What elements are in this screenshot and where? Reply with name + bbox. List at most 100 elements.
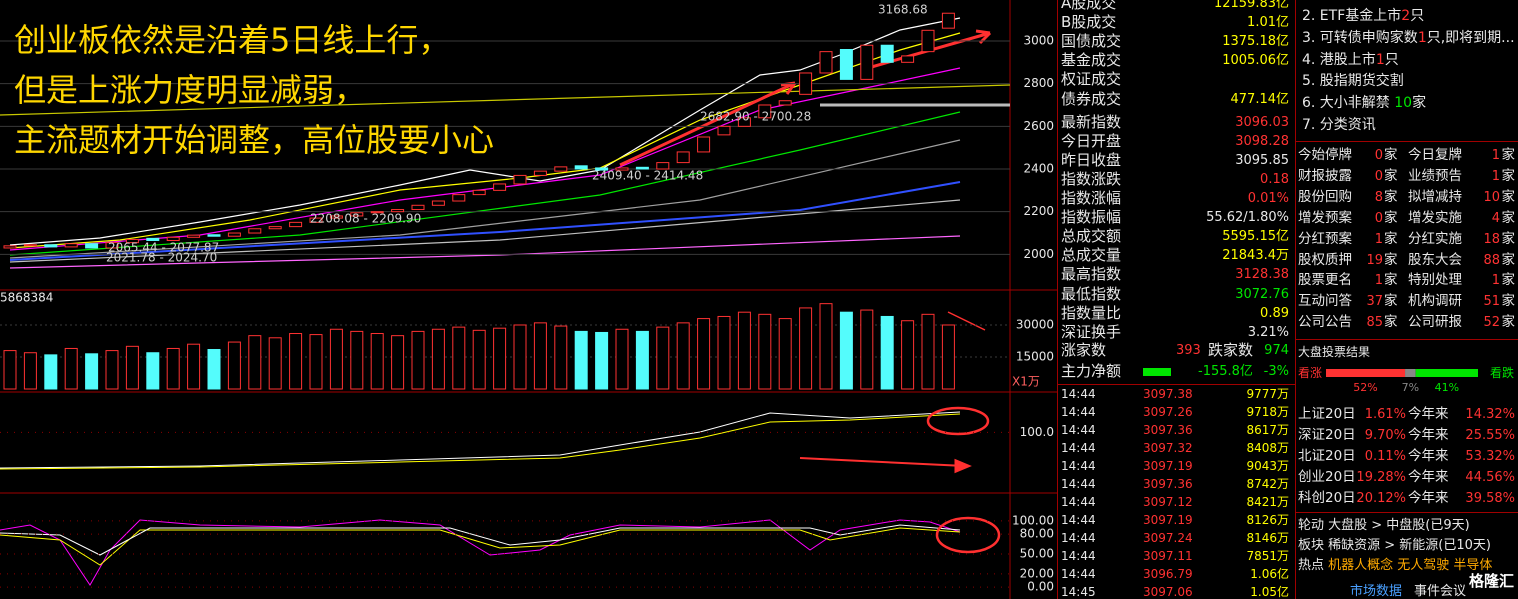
tick-price: 3097.12 [1143, 495, 1193, 509]
volume-bar [187, 343, 201, 390]
indicator-tick-label: 80.00 [1020, 527, 1054, 541]
flow-value: -155.8亿 [1198, 364, 1253, 379]
stat-label: 债券成交 [1061, 89, 1122, 108]
text-segment: 1 [1375, 51, 1385, 68]
perf-20d: 20.12% [1356, 490, 1406, 506]
stat-value: 3096.03 [1235, 114, 1289, 130]
event-count: 1 [1374, 273, 1383, 289]
info-panel: 2. ETF基金上市2只 3. 可转债申购家数1只,即将到期... 4. 港股上市1… [1296, 0, 1518, 599]
event-unit: 家 [1501, 314, 1516, 331]
event-count: 4 [1491, 210, 1500, 226]
tick-price: 3097.26 [1143, 405, 1193, 419]
volume-bar [23, 352, 37, 390]
event-label: 互动问答 [1298, 293, 1352, 310]
event-count: 18 [1483, 231, 1500, 247]
volume-bar [44, 354, 58, 390]
tick-volume: 1.06亿 [1250, 567, 1289, 581]
candle-body [880, 44, 894, 63]
text-segment: 只 [1410, 8, 1425, 24]
candle-body [187, 234, 201, 238]
tick-time: 14:44 [1061, 549, 1096, 563]
candle-body [737, 117, 751, 127]
volume-bar [595, 331, 609, 390]
event-unit: 家 [1384, 230, 1398, 247]
event-count: 52 [1483, 315, 1500, 331]
tick-time: 14:44 [1061, 567, 1096, 581]
perf-ytd: 39.58% [1465, 490, 1515, 506]
candle-body [3, 245, 17, 249]
tick-volume: 8742万 [1246, 477, 1289, 491]
volume-bar [533, 322, 547, 390]
event-label: 特别处理 [1408, 272, 1462, 289]
price-tick-label: 2800 [1023, 76, 1054, 90]
perf-label: 创业20日 [1298, 468, 1356, 485]
news-item: 3. 可转债申购家数1只,即将到期... [1302, 29, 1515, 48]
event-unit: 家 [1501, 188, 1516, 205]
volume-unit: X1万 [1012, 375, 1040, 389]
tick-volume: 8146万 [1246, 531, 1289, 545]
event-unit: 家 [1501, 147, 1516, 163]
stat-value: 21843.4万 [1222, 248, 1289, 264]
tick-time: 14:44 [1061, 531, 1096, 545]
candle-body [921, 29, 935, 53]
event-label: 股票更名 [1298, 272, 1352, 289]
event-label: 分红预案 [1298, 230, 1352, 247]
text-segment: 5. 股指期货交割 [1302, 73, 1404, 90]
volume-bar [105, 350, 119, 390]
indicator-tick-label: 100.0 [1020, 425, 1054, 439]
annotation-line: 但是上涨力度明显减弱， [14, 71, 367, 109]
stat-label: 昨日收盘 [1061, 150, 1122, 169]
volume-bar [921, 313, 935, 390]
news-item: 7. 分类资讯 [1302, 116, 1376, 135]
breadth-label: 涨家数 [1061, 341, 1107, 359]
volume-bar [493, 327, 507, 390]
vote-title: 大盘投票结果 [1298, 345, 1371, 359]
volume-bar [431, 328, 445, 390]
event-label: 拟增减持 [1408, 188, 1462, 205]
volume-bar [901, 320, 915, 390]
volume-bar [207, 349, 221, 390]
candle-body [370, 211, 384, 214]
vote-segment [1415, 369, 1478, 377]
event-label: 公司研报 [1408, 314, 1462, 331]
news-item: 2. ETF基金上市2只 [1302, 7, 1424, 26]
stat-value: 3098.28 [1235, 133, 1289, 149]
volume-bar [391, 335, 405, 390]
perf-ytd-label: 今年来 [1408, 406, 1449, 422]
candle-body [105, 242, 119, 249]
stat-label: B股成交 [1061, 13, 1117, 32]
candle-body [64, 243, 78, 248]
candle-body [697, 136, 711, 153]
stat-value: 3.21% [1247, 324, 1289, 340]
stat-label: 今日开盘 [1061, 131, 1122, 150]
candle-body [472, 189, 486, 196]
footer-link: 事件会议 [1414, 584, 1467, 599]
stat-label: 最高指数 [1061, 265, 1122, 284]
event-count: 0 [1374, 210, 1383, 226]
perf-ytd: 14.32% [1465, 407, 1515, 422]
volume-bar [125, 345, 139, 390]
stat-value: 1005.06亿 [1222, 53, 1289, 69]
stat-label: 最新指数 [1061, 112, 1122, 131]
text-segment: 大盘股 > 中盘股(已9天) [1328, 518, 1470, 533]
candle-body [656, 162, 670, 170]
volume-bar [717, 315, 731, 390]
flow-pct: -3% [1263, 364, 1289, 379]
perf-label: 上证20日 [1298, 406, 1356, 422]
text-segment: 2. ETF基金上市 [1302, 8, 1402, 24]
volume-bar [309, 334, 323, 390]
candle-body [554, 166, 568, 172]
event-count: 0 [1374, 148, 1383, 163]
event-unit: 家 [1501, 209, 1516, 226]
volume-bar [3, 350, 17, 390]
volume-bar [452, 326, 466, 390]
candle-body [329, 215, 343, 219]
event-unit: 家 [1501, 293, 1516, 310]
vote-segment [1326, 369, 1406, 377]
event-unit: 家 [1384, 188, 1398, 205]
volume-bar [64, 347, 78, 390]
stat-value: 0.18 [1260, 171, 1289, 187]
volume-bar [880, 315, 894, 390]
event-unit: 家 [1384, 147, 1398, 163]
separator [1296, 141, 1518, 142]
